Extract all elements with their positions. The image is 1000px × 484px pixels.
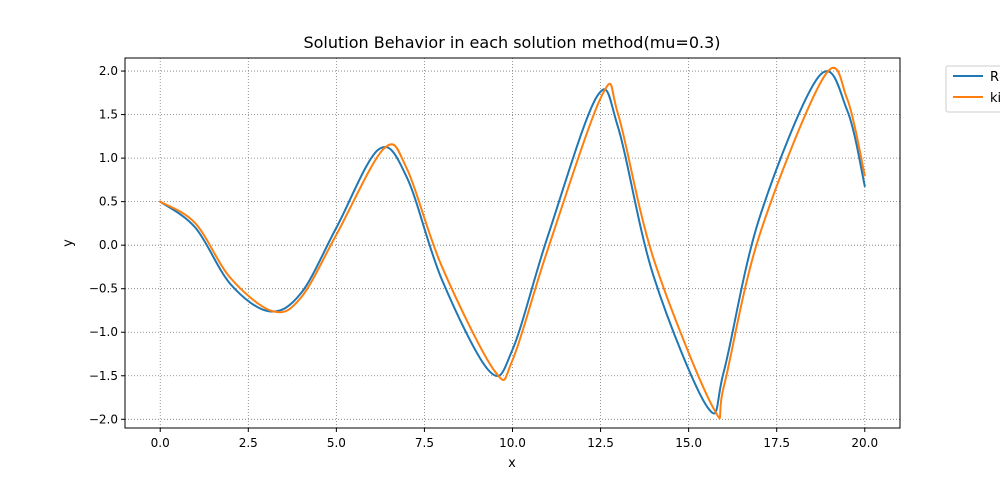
legend-label-r: R (990, 70, 999, 85)
axis-ticks: 0.0 2.5 5.0 7.5 10.0 12.5 15.0 17.5 20.0 −2.0 −1.5… (89, 64, 878, 450)
y-tick-label: −2.0 (89, 412, 118, 426)
legend-box (945, 65, 1000, 113)
x-tick-label: 20.0 (851, 436, 878, 450)
grid (125, 58, 900, 428)
x-tick-label: 15.0 (675, 436, 702, 450)
y-tick-label: 2.0 (99, 64, 118, 78)
y-axis-label: y (61, 239, 76, 247)
x-tick-label: 2.5 (239, 436, 258, 450)
x-tick-label: 0.0 (151, 436, 170, 450)
legend: R ki (945, 65, 1000, 113)
y-tick-label: 1.5 (99, 108, 118, 122)
y-tick-label: −1.0 (89, 325, 118, 339)
series-line-ki (159, 66, 866, 420)
x-tick-label: 7.5 (415, 436, 434, 450)
x-tick-label: 12.5 (587, 436, 614, 450)
y-tick-label: 0.0 (99, 238, 118, 252)
x-tick-label: 5.0 (327, 436, 346, 450)
chart-title: Solution Behavior in each solution metho… (303, 33, 720, 52)
x-tick-label: 10.0 (499, 436, 526, 450)
series-line-r (159, 70, 866, 415)
y-tick-label: 1.0 (99, 151, 118, 165)
series-layer (159, 66, 866, 420)
y-tick-label: −1.5 (89, 369, 118, 383)
x-tick-label: 17.5 (763, 436, 790, 450)
legend-label-ki: ki (990, 91, 1000, 106)
y-tick-label: 0.5 (99, 195, 118, 209)
x-axis-label: x (508, 456, 516, 471)
y-tick-label: −0.5 (89, 282, 118, 296)
